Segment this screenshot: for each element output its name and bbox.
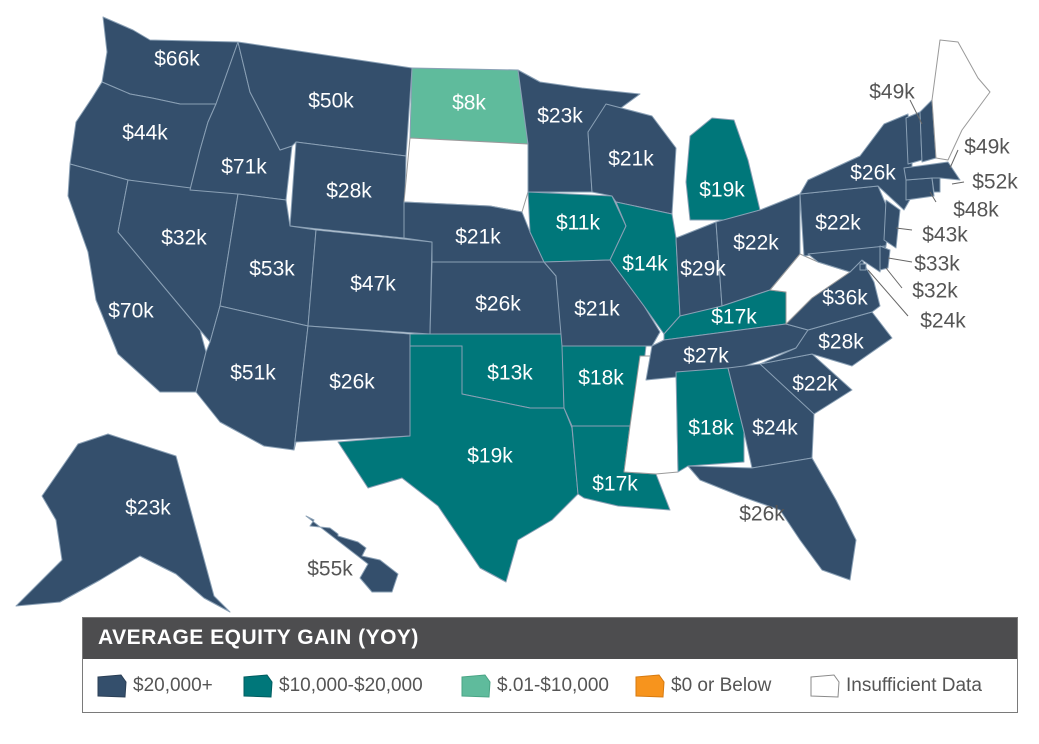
state-label-nv: $32k [161, 227, 207, 250]
state-label-ok: $13k [487, 362, 533, 385]
state-ma [903, 161, 961, 181]
legend-item-tier2: $10,000-$20,000 [243, 673, 423, 699]
leader-line [887, 257, 913, 263]
state-de [879, 245, 891, 271]
state-label-dc: $24k [920, 310, 966, 333]
legend-item-insufficient: Insufficient Data [810, 673, 982, 699]
legend-swatch-tier3 [461, 674, 491, 698]
leader-line [885, 267, 903, 289]
state-label-id: $71k [221, 156, 267, 179]
state-label-mo: $21k [574, 298, 620, 321]
legend-label-tier1: $20,000+ [133, 675, 213, 696]
state-label-wy: $28k [326, 180, 372, 203]
state-me [931, 39, 991, 161]
legend-item-tier3: $.01-$10,000 [461, 673, 609, 699]
state-label-va: $36k [822, 287, 868, 310]
leader-line [929, 191, 937, 203]
state-label-nm: $26k [329, 371, 375, 394]
state-label-ca: $70k [108, 300, 154, 323]
state-label-tx: $19k [467, 445, 513, 468]
legend: AVERAGE EQUITY GAIN (YOY) $20,000+ $10,0… [82, 617, 1018, 713]
legend-label-insufficient: Insufficient Data [846, 675, 982, 696]
state-dc [859, 263, 867, 271]
state-label-sc: $22k [792, 373, 838, 396]
state-label-ky: $17k [711, 306, 757, 329]
state-label-nj: $43k [922, 224, 968, 247]
legend-item-tier4: $0 or Below [635, 673, 771, 699]
state-tx [337, 345, 579, 583]
leader-line [895, 227, 913, 231]
state-label-al: $18k [688, 417, 734, 440]
state-label-mn: $23k [537, 105, 583, 128]
state-md [807, 245, 887, 273]
state-label-ma: $49k [964, 136, 1010, 159]
state-label-la: $17k [592, 473, 638, 496]
legend-items: $20,000+ $10,000-$20,000 $.01-$10,000 $0… [83, 659, 1017, 713]
state-label-ia: $11k [556, 212, 600, 235]
state-label-ny: $26k [850, 162, 896, 185]
state-label-ks: $26k [475, 293, 521, 316]
state-label-mi: $19k [699, 179, 745, 202]
state-nm [293, 325, 411, 451]
state-label-mt: $50k [308, 90, 354, 113]
state-label-ct: $48k [953, 199, 999, 222]
state-ri [931, 177, 941, 193]
legend-label-tier3: $.01-$10,000 [497, 675, 609, 696]
state-label-az: $51k [230, 362, 276, 385]
legend-title: AVERAGE EQUITY GAIN (YOY) [98, 626, 419, 649]
state-label-pa: $22k [815, 212, 861, 235]
legend-swatch-insufficient [810, 674, 840, 698]
legend-swatch-tier4 [635, 674, 665, 698]
leader-line [951, 181, 965, 185]
state-label-nc: $28k [818, 331, 864, 354]
state-label-de: $33k [914, 253, 960, 276]
legend-header: AVERAGE EQUITY GAIN (YOY) [83, 618, 1017, 659]
state-label-wa: $66k [154, 48, 200, 71]
state-label-il: $14k [622, 253, 668, 276]
legend-swatch-tier1 [97, 674, 127, 698]
state-label-md: $32k [912, 280, 958, 303]
state-nj [883, 199, 901, 249]
state-label-vt: $49k [869, 81, 915, 104]
state-label-ak: $23k [125, 497, 171, 520]
leader-line [949, 149, 959, 169]
state-label-nd: $8k [452, 92, 486, 115]
state-label-co: $47k [350, 273, 396, 296]
state-label-ut: $53k [249, 258, 295, 281]
state-label-ne: $21k [455, 226, 501, 249]
state-label-wi: $21k [608, 148, 654, 171]
state-ct [905, 177, 935, 201]
legend-label-tier4: $0 or Below [671, 675, 772, 696]
state-wv [769, 253, 851, 325]
state-label-or: $44k [122, 122, 168, 145]
leader-line [909, 99, 923, 125]
state-hi [305, 515, 399, 593]
legend-swatch-tier2 [243, 674, 273, 698]
state-label-oh: $22k [733, 232, 779, 255]
state-label-ar: $18k [578, 367, 624, 390]
state-ak [15, 433, 231, 613]
state-mt [237, 41, 413, 157]
state-fl [687, 457, 857, 581]
state-label-tn: $27k [683, 345, 729, 368]
legend-item-tier1: $20,000+ [97, 673, 213, 699]
legend-label-tier2: $10,000-$20,000 [279, 675, 423, 696]
leader-line [867, 269, 909, 317]
state-label-ga: $24k [752, 417, 798, 440]
state-mi [685, 117, 761, 221]
state-label-in: $29k [680, 258, 726, 281]
state-label-hi: $55k [307, 558, 353, 581]
state-label-fl: $26k [739, 503, 785, 526]
state-label-ri: $52k [972, 171, 1018, 194]
state-sd [403, 137, 529, 213]
